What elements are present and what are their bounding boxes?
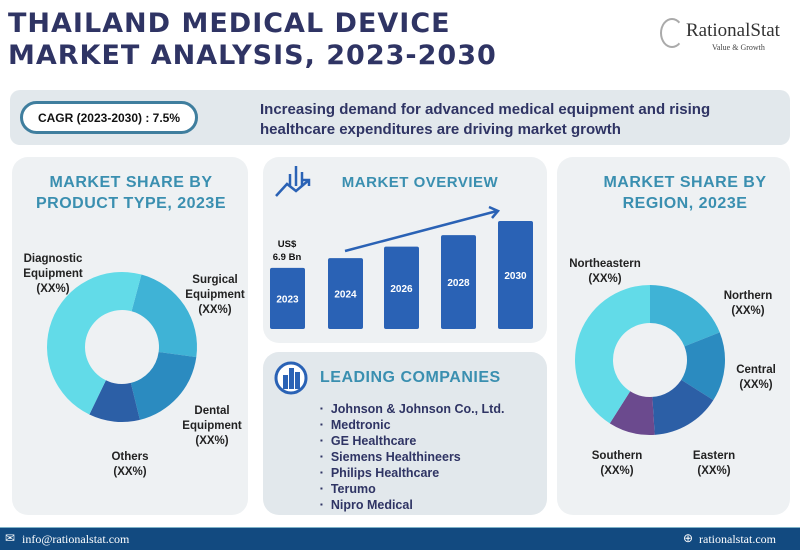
bar-2030: [498, 221, 533, 329]
label-central: Central (XX%): [736, 364, 776, 391]
market-overview-title: MARKET OVERVIEW: [341, 174, 499, 191]
bar-2024: [328, 258, 363, 329]
slice-central: [681, 332, 725, 401]
globe-icon: ⊕: [683, 531, 694, 545]
bar-label: 2024: [334, 290, 357, 301]
bar-2028: [441, 235, 476, 329]
company-item: Johnson & Johnson Co., Ltd.: [320, 401, 505, 417]
company-item: Philips Healthcare: [320, 465, 504, 481]
title-line-2: MARKET ANALYSIS, 2023-2030: [8, 40, 497, 71]
label-diagnostic: Diagnostic Equipment (XX%): [23, 253, 83, 295]
label-dental: Dental Equipment (XX%): [182, 405, 242, 447]
company-item: Siemens Healthineers: [320, 449, 504, 465]
footer-website[interactable]: rationalstat.com: [699, 532, 776, 546]
cagr-badge: CAGR (2023-2030) : 7.5%: [20, 101, 198, 134]
logo-name: RationalStat: [686, 20, 780, 41]
region-share-title: MARKET SHARE BY REGION, 2023E: [603, 174, 767, 212]
slice-others: [89, 380, 140, 422]
title-line-1: THAILAND MEDICAL DEVICE: [8, 8, 451, 39]
bar-2026: [384, 246, 419, 329]
market-driver-text: Increasing demand for advanced medical e…: [260, 101, 711, 138]
slice-northeastern: [575, 285, 650, 424]
slice-northern: [650, 285, 720, 347]
slice-eastern: [652, 379, 714, 435]
trend-arrow: [344, 205, 501, 253]
bar-label: 2023: [276, 294, 299, 305]
label-others: Others (XX%): [111, 451, 149, 478]
label-southern: Southern (XX%): [591, 450, 643, 477]
logo-tagline: Value & Growth: [712, 43, 765, 52]
footer: ✉ info@rationalstat.com ⊕ rationalstat.c…: [0, 527, 800, 550]
logo: RationalStat Value & Growth: [660, 16, 795, 56]
bar-label: 2030: [504, 271, 527, 282]
mail-icon: ✉: [5, 531, 16, 545]
logo-mark-icon: [660, 18, 684, 48]
company-list: Johnson & Johnson Co., Ltd.MedtronicGE H…: [320, 401, 505, 513]
company-item: GE Healthcare: [320, 433, 504, 449]
company-item: Nipro Medical: [320, 497, 504, 513]
label-northern: Northern (XX%): [723, 290, 773, 317]
slice-southern: [609, 391, 655, 435]
label-surgical: Surgical Equipment (XX%): [185, 274, 245, 316]
slice-diagnostic: [47, 272, 142, 415]
bar-label: 2028: [447, 278, 470, 289]
company-item: Terumo: [320, 481, 504, 497]
bar-2023: [270, 267, 305, 329]
footer-email[interactable]: info@rationalstat.com: [22, 532, 130, 546]
leading-companies-title: LEADING COMPANIES: [320, 369, 501, 386]
bar-label: 2026: [390, 284, 413, 295]
product-share-title: MARKET SHARE BY PRODUCT TYPE, 2023E: [36, 174, 226, 212]
label-eastern: Eastern (XX%): [692, 450, 736, 477]
bar-value-label-2023: US$ 6.9 Bn: [272, 239, 302, 263]
slice-dental: [130, 352, 197, 420]
slice-surgical: [131, 274, 197, 358]
company-item: Medtronic: [320, 417, 504, 433]
page-title: THAILAND MEDICAL DEVICE MARKET ANALYSIS,…: [8, 8, 497, 72]
label-northeastern: Northeastern (XX%): [569, 258, 641, 285]
